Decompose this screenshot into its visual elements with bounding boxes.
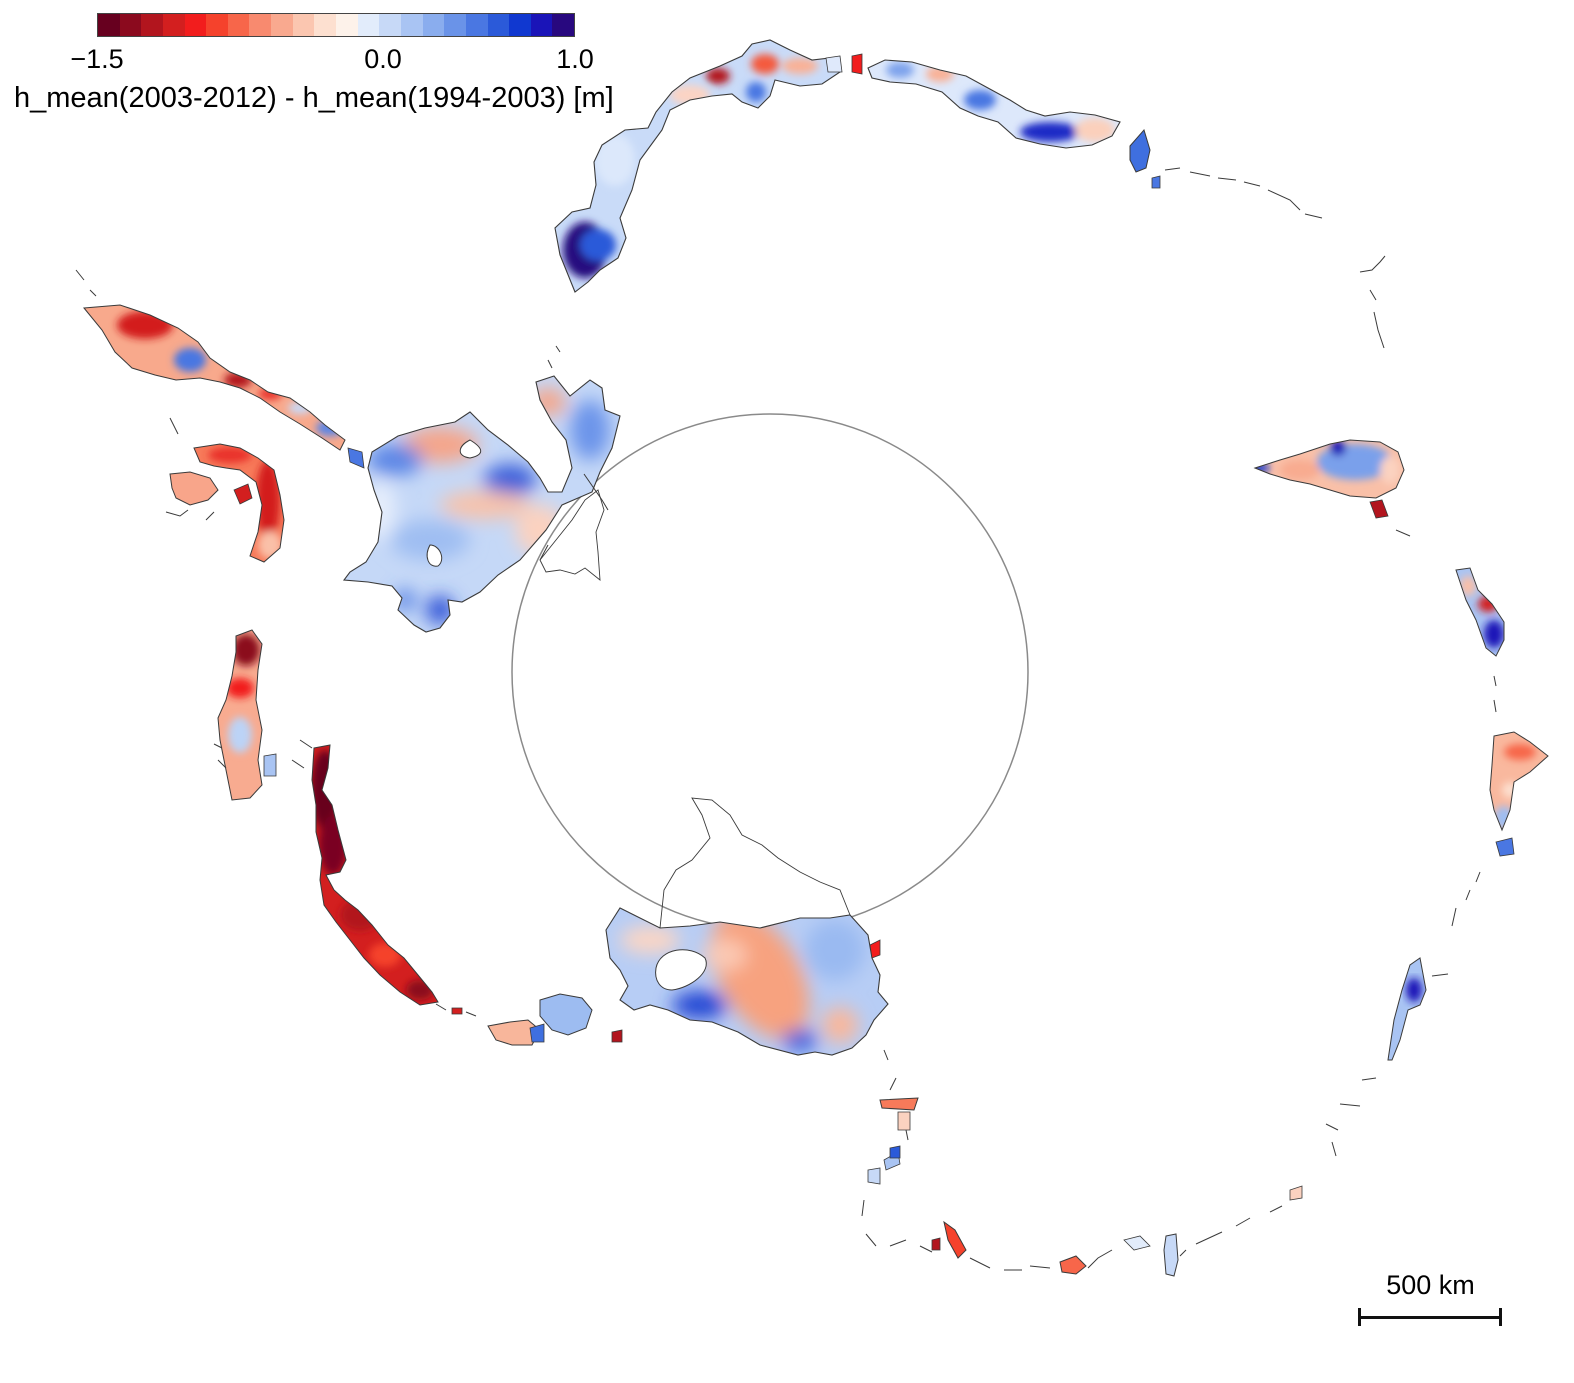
colorbar-segment <box>379 14 401 36</box>
scale-bar-right-cap <box>1499 1308 1502 1326</box>
scale-bar-line <box>1359 1316 1500 1319</box>
colorbar-segment <box>314 14 337 36</box>
colorbar-segment <box>271 14 293 36</box>
colorbar-segment <box>487 14 510 36</box>
colorbar-segment <box>422 14 445 36</box>
colorbar-segment <box>357 14 380 36</box>
colorbar-segment <box>530 14 553 36</box>
small-shelf-east-dml <box>1129 129 1161 189</box>
colorbar-segment <box>444 14 466 36</box>
colorbar-segment <box>184 14 207 36</box>
coastline-fragments <box>75 167 1497 1271</box>
colorbar <box>97 13 575 37</box>
totten-moscow-shelves <box>1387 957 1427 1061</box>
ross-ice-shelf <box>605 797 889 1056</box>
getz-sulzberger-shelves <box>451 993 623 1046</box>
colorbar-title: h_mean(2003-2012) - h_mean(1994-2003) [m… <box>14 82 614 114</box>
colorbar-segment <box>249 14 272 36</box>
colorbar-max-label: 1.0 <box>556 44 594 74</box>
west-ice-shelf <box>1455 567 1505 657</box>
colorbar-segment <box>552 14 575 36</box>
colorbar-segment <box>141 14 163 36</box>
colorbar-segment <box>509 14 531 36</box>
colorbar-segment <box>206 14 228 36</box>
colorbar-segment <box>292 14 315 36</box>
scale-bar: 500 km <box>1358 1270 1503 1330</box>
george-v-land-shelves <box>931 1185 1303 1277</box>
colorbar-legend: −1.5 0.0 1.0 h_mean(2003-2012) - h_mean(… <box>0 0 680 120</box>
scale-bar-label: 500 km <box>1386 1270 1475 1300</box>
wilkins-george-vi-shelves <box>169 443 285 563</box>
bellingshausen-shelves <box>83 304 365 469</box>
amery-ice-shelf <box>1254 439 1405 519</box>
victoria-land-shelves <box>867 939 919 1185</box>
colorbar-segment <box>465 14 488 36</box>
colorbar-segment <box>98 14 120 36</box>
colorbar-segment <box>119 14 142 36</box>
abbot-ice-shelf <box>217 629 277 801</box>
colorbar-segment <box>227 14 250 36</box>
colorbar-min-label: −1.5 <box>70 44 124 74</box>
scale-bar-left-cap <box>1358 1308 1361 1326</box>
colorbar-mid-label: 0.0 <box>364 44 402 74</box>
colorbar-segment <box>162 14 185 36</box>
amundsen-sea-shelves <box>311 744 439 1006</box>
colorbar-segment <box>336 14 358 36</box>
colorbar-segment <box>400 14 423 36</box>
shackleton-ice-shelf <box>1489 731 1549 857</box>
dronning-maud-land-shelves <box>825 53 1121 149</box>
